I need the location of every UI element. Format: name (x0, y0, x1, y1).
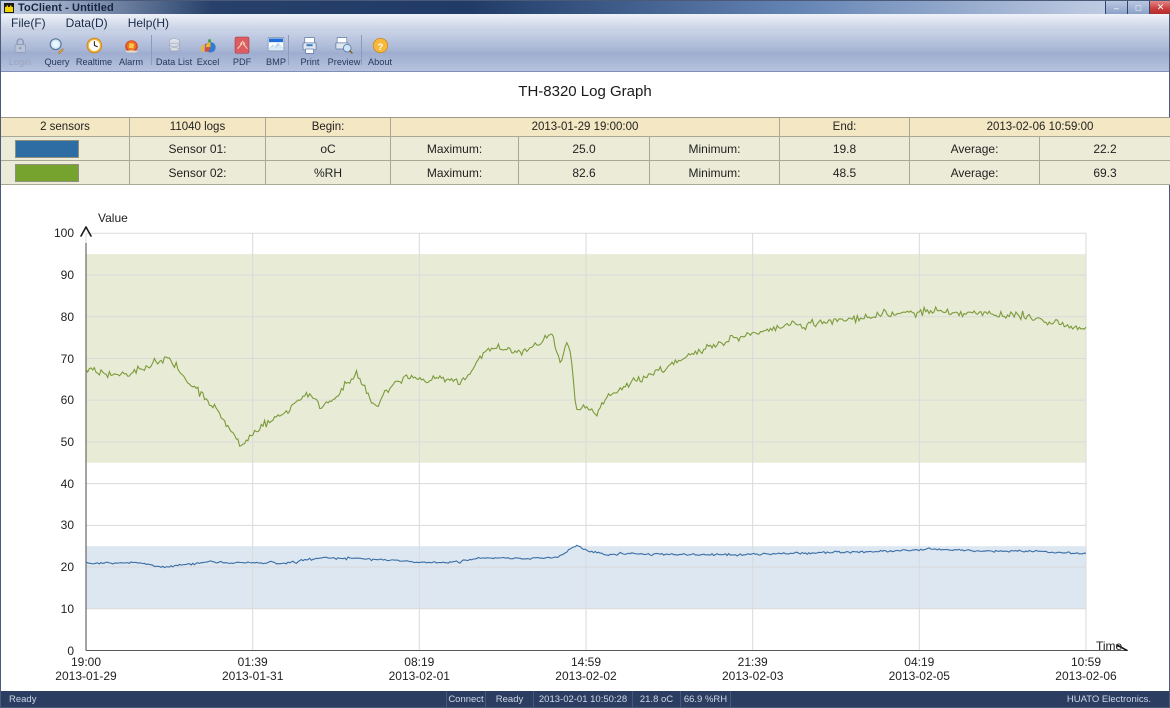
svg-text:?: ? (377, 42, 383, 53)
